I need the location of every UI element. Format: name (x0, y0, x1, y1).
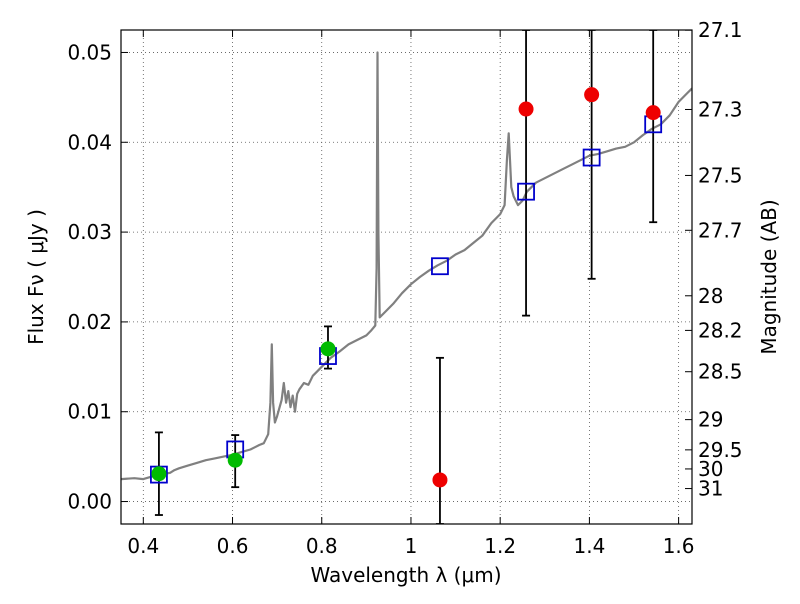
mag-tick-label: 29 (698, 408, 723, 432)
nondetection-point (584, 87, 600, 103)
x-tick-label: 1.2 (484, 534, 516, 558)
axes: 0.4 0.6 0.8 1 1.2 1.4 1.6 0.00 0.01 0.02 0.03 0.04 0… (67, 18, 742, 558)
grid-lines (121, 30, 692, 524)
x-tick-label: 1 (405, 534, 418, 558)
nondetection-point (645, 105, 661, 121)
x-tick-label: 1.6 (663, 534, 695, 558)
mag-tick-label: 30 (698, 457, 723, 481)
model-flux-box (431, 257, 449, 276)
model-flux-box (517, 182, 535, 201)
mag-tick-label: 28.2 (698, 318, 743, 342)
nondetection-point (432, 472, 448, 488)
mag-tick-label: 31 (698, 477, 723, 501)
plot-frame (120, 29, 693, 525)
y-tick-label: 0.04 (67, 130, 112, 154)
y2-axis-label: Magnitude (AB) (757, 199, 781, 354)
detection-point (320, 341, 336, 357)
mag-tick-label: 28.5 (698, 360, 743, 384)
nondetection-point (518, 101, 534, 117)
x-tick-label: 0.4 (127, 534, 159, 558)
y-tick-label: 0.03 (67, 220, 112, 244)
y-tick-label: 0.02 (67, 310, 112, 334)
model-flux-box (582, 148, 601, 167)
y-tick-label: 0.01 (67, 400, 112, 424)
mag-tick-label: 27.1 (698, 18, 743, 42)
mag-tick-label: 27.5 (698, 163, 743, 187)
y-axis-label: Flux Fν ( μJy ) (24, 209, 48, 345)
x-tick-label: 0.6 (217, 534, 249, 558)
detection-point (227, 452, 243, 468)
mag-tick-label: 27.3 (698, 97, 743, 121)
mag-tick-label: 27.7 (698, 218, 743, 242)
detection-point (151, 466, 167, 482)
x-axis-label: Wavelength λ (μm) (310, 563, 501, 587)
y-tick-label: 0.05 (67, 40, 112, 64)
mag-tick-label: 29.5 (698, 438, 743, 462)
mag-tick-label: 28 (698, 284, 723, 308)
y-tick-label: 0.00 (67, 490, 112, 514)
x-tick-label: 1.4 (573, 534, 605, 558)
spectrum-line (121, 51, 692, 481)
x-tick-label: 0.8 (306, 534, 338, 558)
plot-area (121, 30, 692, 524)
